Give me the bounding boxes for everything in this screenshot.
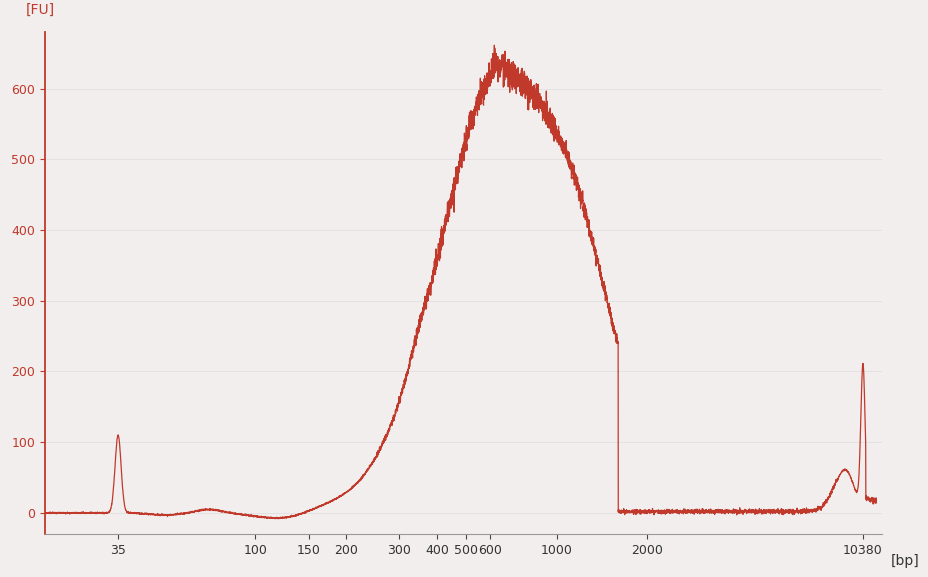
Y-axis label: [FU]: [FU] (26, 3, 55, 17)
Text: [bp]: [bp] (889, 554, 918, 568)
